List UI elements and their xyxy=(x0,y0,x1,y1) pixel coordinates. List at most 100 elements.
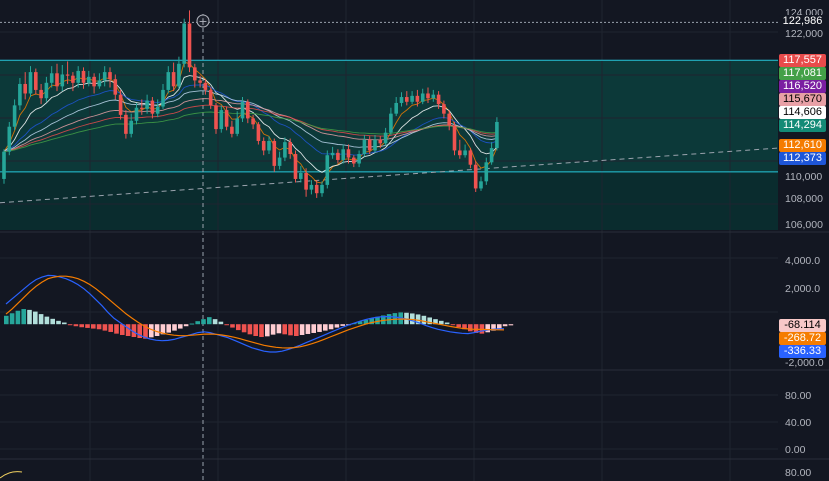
macd-bar xyxy=(357,321,363,325)
candle-body xyxy=(81,70,86,83)
macd-bar xyxy=(33,311,38,325)
macd-bar xyxy=(85,324,90,328)
candle-body xyxy=(410,95,414,102)
candle-body xyxy=(134,107,139,121)
candle-body xyxy=(277,157,282,166)
candle-body xyxy=(108,72,112,80)
macd-bar xyxy=(311,324,316,333)
candle-body xyxy=(405,97,409,102)
candle-body xyxy=(320,184,324,194)
candle-body xyxy=(235,118,239,134)
candle-body xyxy=(2,151,6,179)
candle-body xyxy=(44,82,49,99)
candle-body xyxy=(256,124,261,141)
macd-bar xyxy=(363,319,369,325)
candle-body xyxy=(484,162,489,182)
y-tick-label: 108,000 xyxy=(785,193,823,205)
candle-body xyxy=(283,142,287,158)
macd-bar xyxy=(253,324,258,336)
macd-value-tag: -68.114 xyxy=(779,319,826,332)
y-tick-label: 0.00 xyxy=(785,444,806,456)
crosshair-plus-icon[interactable] xyxy=(196,14,210,28)
macd-bar xyxy=(421,315,427,325)
macd-bar xyxy=(276,324,282,334)
macd-histogram xyxy=(4,309,514,339)
price-tag: 115,670 xyxy=(779,93,826,106)
macd-bar xyxy=(485,324,490,333)
macd-bar xyxy=(323,324,328,331)
candle-body xyxy=(304,173,308,190)
macd-bar xyxy=(125,324,131,336)
macd-bar xyxy=(160,324,166,335)
macd-bar xyxy=(433,319,438,325)
price-tag: 112,610 xyxy=(779,139,826,152)
candle-body xyxy=(420,93,425,102)
macd-bar xyxy=(502,324,508,327)
candle-body xyxy=(267,140,271,151)
candle-body xyxy=(383,132,388,144)
candle-body xyxy=(426,93,430,99)
candle-body xyxy=(203,82,208,90)
moving-averages xyxy=(3,61,498,184)
price-tag: 114,606 xyxy=(779,106,826,119)
macd-bar xyxy=(456,324,461,328)
macd-bar xyxy=(172,324,177,331)
candle-body xyxy=(97,80,102,87)
macd-bar xyxy=(21,309,26,325)
macd-bar xyxy=(9,313,15,325)
price-tag: 112,373 xyxy=(779,152,826,165)
y-tick-label: 40.00 xyxy=(785,417,811,429)
macd-bar xyxy=(56,320,61,325)
moving-average-line xyxy=(3,84,498,156)
y-tick-label: 80.00 xyxy=(785,467,811,479)
candle-body xyxy=(219,110,224,130)
candle-body xyxy=(362,139,367,155)
candle-body xyxy=(468,150,473,165)
price-zone-shading xyxy=(0,60,778,172)
candle-body xyxy=(246,101,250,119)
macd-bar xyxy=(473,324,479,333)
candle-body xyxy=(447,113,451,126)
moving-average-line xyxy=(3,90,497,153)
high-price-tag: 122,986 xyxy=(779,15,826,28)
signal-line xyxy=(5,275,505,349)
candle-body xyxy=(325,155,330,185)
candle-body xyxy=(373,139,377,151)
macd-bar xyxy=(415,314,421,325)
macd-bar xyxy=(137,324,142,339)
candle-body xyxy=(357,154,361,164)
macd-bar xyxy=(462,324,467,330)
candle-body xyxy=(288,142,292,155)
candle-body xyxy=(394,102,398,114)
candle-body xyxy=(71,75,75,83)
candle-body xyxy=(378,139,383,144)
macd-bar xyxy=(131,324,137,338)
macd-bar xyxy=(439,320,444,325)
macd-bar xyxy=(62,322,67,325)
macd-bar xyxy=(444,322,450,325)
candle-body xyxy=(352,157,356,164)
y-tick-label: 106,000 xyxy=(785,219,823,231)
candlestick-series xyxy=(2,10,499,198)
candle-body xyxy=(309,184,314,190)
candle-body xyxy=(39,89,43,99)
candle-body xyxy=(65,74,70,76)
macd-bar xyxy=(44,316,50,325)
macd-bar xyxy=(108,324,113,332)
price-tag: 114,294 xyxy=(779,119,826,132)
macd-bar xyxy=(265,324,270,337)
macd-bar xyxy=(96,324,102,330)
macd-bar xyxy=(491,324,496,331)
macd-bar xyxy=(375,316,380,325)
candle-body xyxy=(399,97,404,103)
moving-average-line xyxy=(3,61,498,184)
candle-body xyxy=(124,114,128,134)
candle-body xyxy=(198,80,202,83)
candle-body xyxy=(166,72,171,90)
candle-body xyxy=(299,173,303,179)
macd-bar xyxy=(427,317,432,325)
macd-bar xyxy=(299,324,305,335)
candle-body xyxy=(458,150,462,156)
price-tag: 117,557 xyxy=(779,54,826,67)
